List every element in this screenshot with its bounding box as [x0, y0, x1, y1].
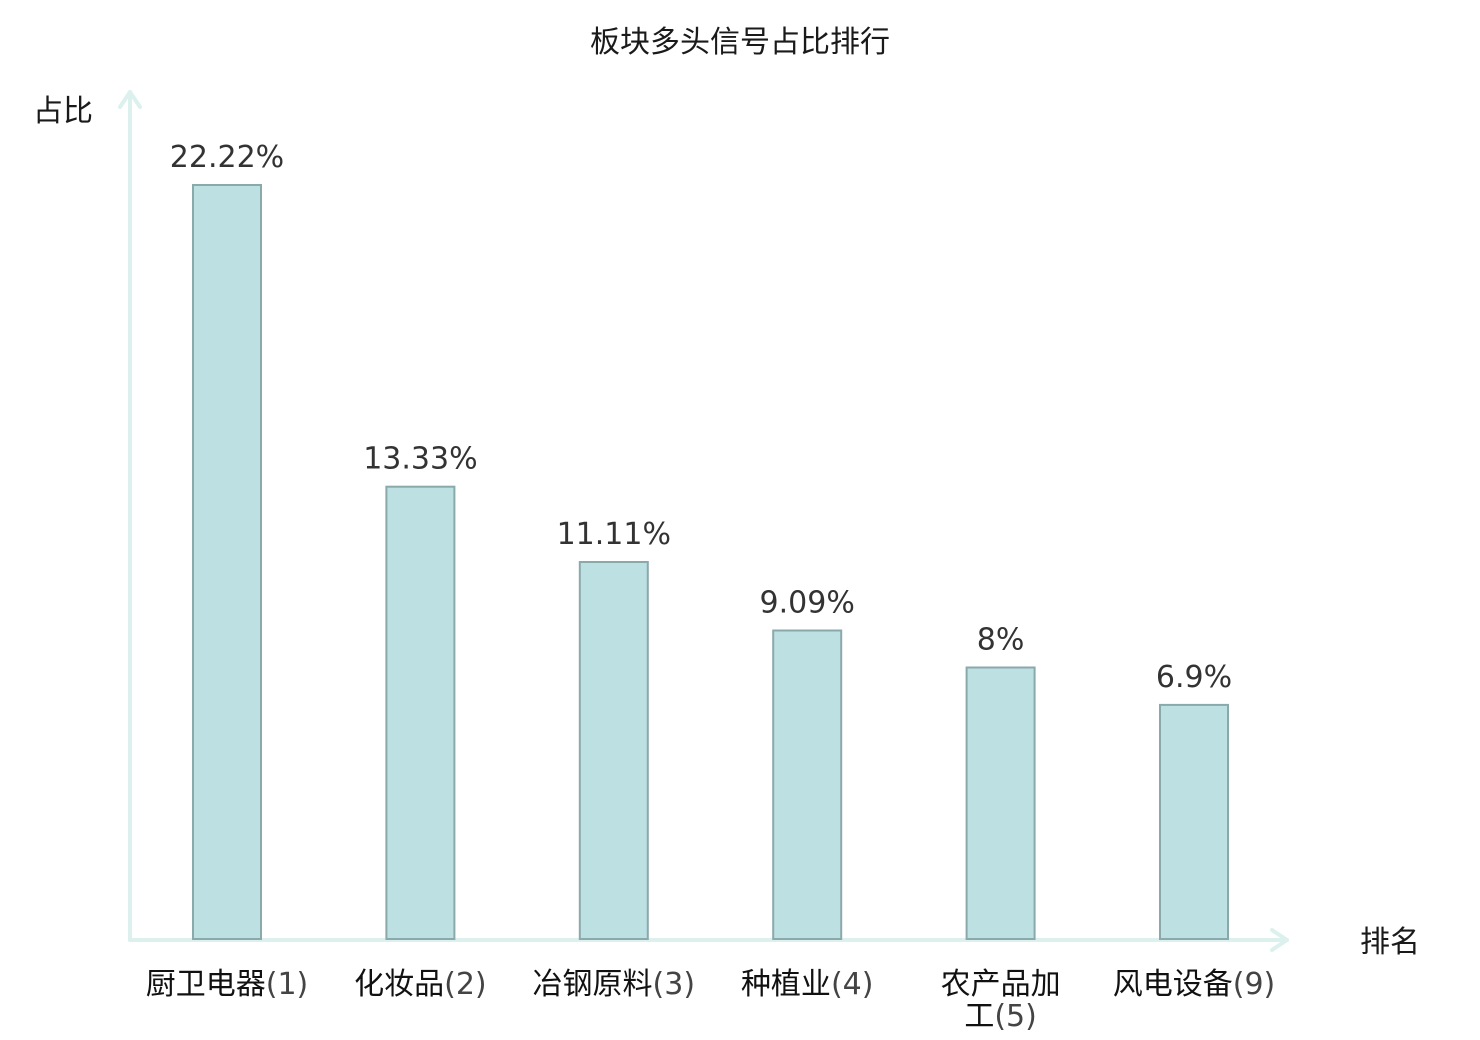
category-label-1: 厨卫电器(1): [146, 967, 309, 1002]
bar-6: [1159, 703, 1229, 941]
bar-2: [385, 485, 456, 940]
value-labels: 22.22% 13.33% 11.11% 9.09% 8% 6.9%: [170, 140, 1232, 695]
bar-4: [772, 629, 843, 940]
axes: [118, 90, 1289, 952]
category-label-6: 风电设备(9): [1113, 967, 1276, 1002]
x-axis-label: 排名: [1360, 925, 1420, 960]
x-axis-arrow: [1270, 928, 1289, 952]
value-label-6: 6.9%: [1156, 660, 1232, 695]
category-label-2: 化妆品(2): [354, 967, 487, 1002]
bars: [192, 184, 1229, 941]
bar-3: [578, 561, 649, 940]
category-label-5: 农产品加: [941, 967, 1061, 1002]
value-label-2: 13.33%: [363, 442, 477, 477]
y-axis-label: 占比: [33, 94, 93, 129]
category-label-4: 种植业(4): [741, 967, 874, 1002]
value-label-4: 9.09%: [760, 586, 855, 621]
category-label-3: 冶钢原料(3): [533, 967, 696, 1002]
value-label-5: 8%: [977, 623, 1025, 658]
bar-5: [965, 666, 1036, 940]
bar-1: [192, 184, 262, 940]
category-label-5-line2: 工(5): [964, 999, 1037, 1034]
y-axis-arrow: [118, 90, 142, 109]
chart-title: 板块多头信号占比排行: [590, 25, 890, 60]
value-label-3: 11.11%: [557, 517, 671, 552]
value-label-1: 22.22%: [170, 140, 284, 175]
